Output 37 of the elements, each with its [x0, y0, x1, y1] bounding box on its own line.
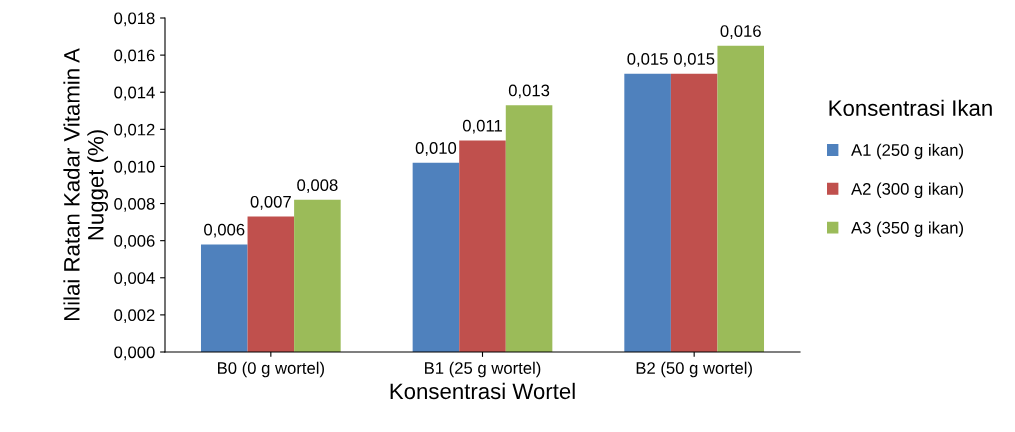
x-axis-title: Konsentrasi Wortel	[390, 382, 575, 400]
data-label: 0,016	[720, 25, 761, 39]
legend-label: A1 (250 g ikan)	[851, 143, 964, 160]
y-tick-label: 0,014	[114, 86, 155, 101]
y-tick-label: 0,010	[114, 160, 155, 175]
data-label: 0,015	[627, 53, 668, 67]
y-tick-label: 0,000	[114, 346, 155, 361]
data-label: 0,008	[297, 179, 338, 193]
y-tick-label: 0,006	[114, 235, 155, 249]
bar	[459, 140, 506, 352]
data-label: 0,015	[673, 53, 715, 67]
legend-title: Konsentrasi Ikan	[829, 99, 992, 116]
y-tick-label: 0,018	[114, 12, 155, 27]
bar	[294, 199, 341, 352]
data-label: 0,011	[462, 119, 502, 134]
bar	[412, 162, 460, 352]
data-label: 0,006	[204, 223, 245, 238]
bar	[717, 45, 765, 352]
y-tick-label: 0,004	[114, 272, 155, 286]
y-tick-label: 0,016	[114, 49, 155, 64]
x-tick-label: B0 (0 g wortel)	[218, 361, 324, 378]
bar	[505, 105, 553, 352]
data-label: 0,013	[508, 84, 550, 99]
bar	[247, 216, 295, 352]
y-tick-label: 0,002	[114, 309, 155, 324]
legend-label: A2 (300 g ikan)	[851, 182, 964, 199]
x-tick-label: B1 (25 g wortel)	[425, 361, 541, 378]
y-tick-label: 0,008	[114, 197, 155, 212]
data-label: 0,010	[415, 142, 457, 156]
bar	[624, 73, 671, 352]
bar	[670, 73, 718, 352]
y-axis-title: Nilai Ratan Kadar Vitamin A Nugget (%)	[63, 48, 109, 321]
bar	[200, 244, 248, 352]
data-label: 0,007	[250, 195, 291, 210]
x-tick-label: B2 (50 g wortel)	[636, 361, 752, 378]
legend-label: A3 (350 g ikan)	[851, 221, 964, 237]
y-tick-label: 0,012	[114, 123, 155, 138]
